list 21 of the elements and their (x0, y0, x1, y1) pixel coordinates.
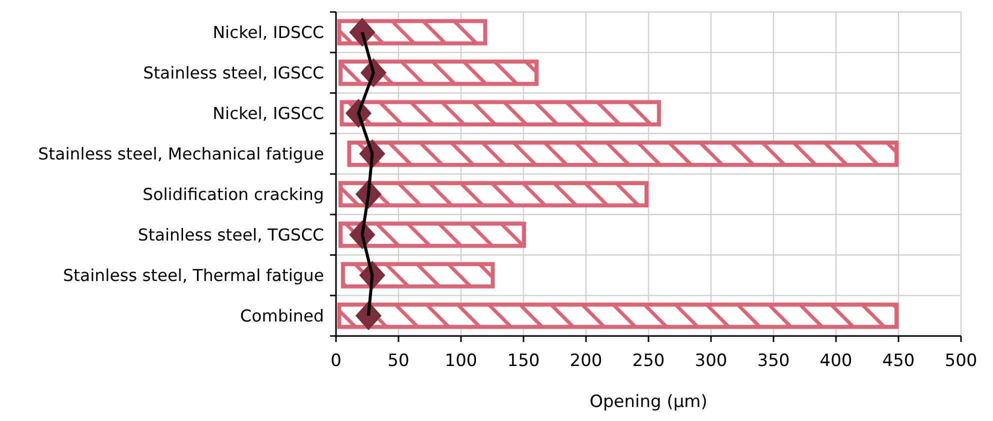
x-tick-label: 100 (444, 351, 478, 371)
y-tick-label: Stainless steel, IGSCC (143, 64, 324, 83)
x-tick-label: 350 (757, 351, 790, 371)
x-tick-label: 300 (694, 351, 728, 371)
point (349, 18, 376, 47)
x-tick-label: 450 (882, 351, 915, 371)
x-axis-title: Opening (µm) (590, 392, 708, 412)
x-tick-label: 0 (330, 351, 342, 371)
x-tick-label: 200 (570, 351, 602, 371)
x-tick-label: 400 (820, 351, 852, 371)
x-tick-label: 250 (632, 351, 665, 371)
y-tick-label: Stainless steel, Thermal fatigue (63, 266, 324, 286)
y-tick-label: Nickel, IGSCC (212, 104, 324, 124)
y-tick-label: Stainless steel, Mechanical fatigue (38, 144, 324, 164)
x-tick-label: 50 (388, 351, 410, 371)
y-tick-label: Stainless steel, TGSCC (138, 226, 324, 245)
x-tick-label: 150 (507, 351, 540, 371)
y-tick-label: Nickel, IDSCC (212, 23, 324, 42)
y-tick-label: Solidification cracking (142, 185, 324, 204)
y-tick-label: Combined (240, 306, 324, 326)
x-tick-label: 500 (944, 351, 978, 371)
